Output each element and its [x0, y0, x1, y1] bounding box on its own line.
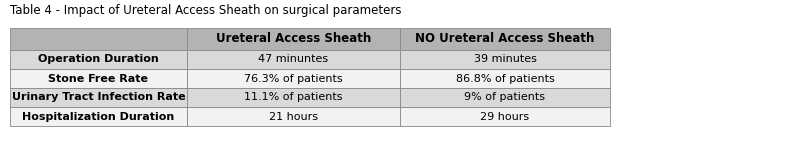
- Bar: [187, 69, 400, 88]
- Bar: [187, 88, 400, 107]
- Text: Stone Free Rate: Stone Free Rate: [48, 74, 148, 84]
- Text: 47 minuntes: 47 minuntes: [259, 55, 328, 64]
- Text: 86.8% of patients: 86.8% of patients: [455, 74, 555, 84]
- Bar: [400, 28, 610, 50]
- Bar: [187, 50, 400, 69]
- Text: 11.1% of patients: 11.1% of patients: [245, 93, 342, 103]
- Text: 29 hours: 29 hours: [481, 111, 529, 122]
- Text: Operation Duration: Operation Duration: [38, 55, 159, 64]
- Text: Hospitalization Duration: Hospitalization Duration: [22, 111, 174, 122]
- Bar: [187, 107, 400, 126]
- Text: NO Ureteral Access Sheath: NO Ureteral Access Sheath: [415, 32, 595, 45]
- Bar: [400, 69, 610, 88]
- Text: Urinary Tract Infection Rate: Urinary Tract Infection Rate: [12, 93, 185, 103]
- Bar: [10, 107, 187, 126]
- Bar: [400, 50, 610, 69]
- Bar: [400, 107, 610, 126]
- Bar: [10, 88, 187, 107]
- Text: Table 4 - Impact of Ureteral Access Sheath on surgical parameters: Table 4 - Impact of Ureteral Access Shea…: [10, 4, 402, 17]
- Bar: [10, 28, 187, 50]
- Bar: [10, 50, 187, 69]
- Text: 9% of patients: 9% of patients: [465, 93, 545, 103]
- Text: 76.3% of patients: 76.3% of patients: [244, 74, 342, 84]
- Bar: [400, 88, 610, 107]
- Text: 39 minutes: 39 minutes: [473, 55, 537, 64]
- Bar: [10, 69, 187, 88]
- Text: Ureteral Access Sheath: Ureteral Access Sheath: [216, 32, 371, 45]
- Bar: [187, 28, 400, 50]
- Text: 21 hours: 21 hours: [269, 111, 318, 122]
